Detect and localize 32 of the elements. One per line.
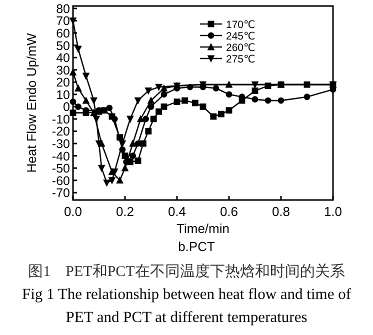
y-tick-label: 30	[56, 63, 70, 78]
caption: Fig 1 The relationship between heat flow and time of	[22, 286, 352, 303]
y-tick-label: -20	[52, 124, 70, 139]
y-tick-label: 20	[56, 76, 70, 90]
x-tick-label: 0.0	[64, 204, 82, 219]
y-tick-label: -40	[52, 149, 70, 164]
y-tick-label: 50	[56, 38, 70, 53]
x-tick-label: 1.0	[324, 204, 342, 219]
legend-label: 260℃	[226, 42, 256, 54]
y-tick-label: 40	[56, 51, 70, 66]
caption: 图1 PET和PCT在不同温度下热焓和时间的关系	[28, 263, 345, 280]
x-tick-label: 0.6	[220, 204, 238, 219]
legend-label: 170℃	[226, 19, 256, 31]
y-tick-label: -50	[52, 162, 70, 176]
x-tick-label: 0.2	[116, 204, 134, 219]
y-tick-label: 70	[56, 14, 70, 28]
y-tick-label: 60	[56, 26, 70, 41]
y-axis-title: Heat Flow Endo Up/mW	[24, 32, 39, 173]
y-tick-label: 80	[56, 2, 70, 16]
y-tick-label: -70	[52, 186, 70, 200]
legend-label: 275℃	[226, 54, 256, 66]
y-tick-label: -10	[52, 112, 70, 126]
x-tick-label: 0.8	[272, 204, 290, 219]
y-tick-label: 10	[56, 88, 70, 102]
y-tick-label: -30	[52, 137, 70, 152]
text: b.PCT	[178, 239, 215, 254]
y-tick-label: -60	[52, 174, 70, 188]
y-tick-label: 0	[63, 100, 70, 114]
x-tick-label: 0.4	[168, 204, 186, 219]
legend-label: 245℃	[226, 30, 256, 42]
text: PET and PCT at different temperatures	[66, 309, 308, 326]
x-axis-title: Time/min	[176, 221, 230, 236]
